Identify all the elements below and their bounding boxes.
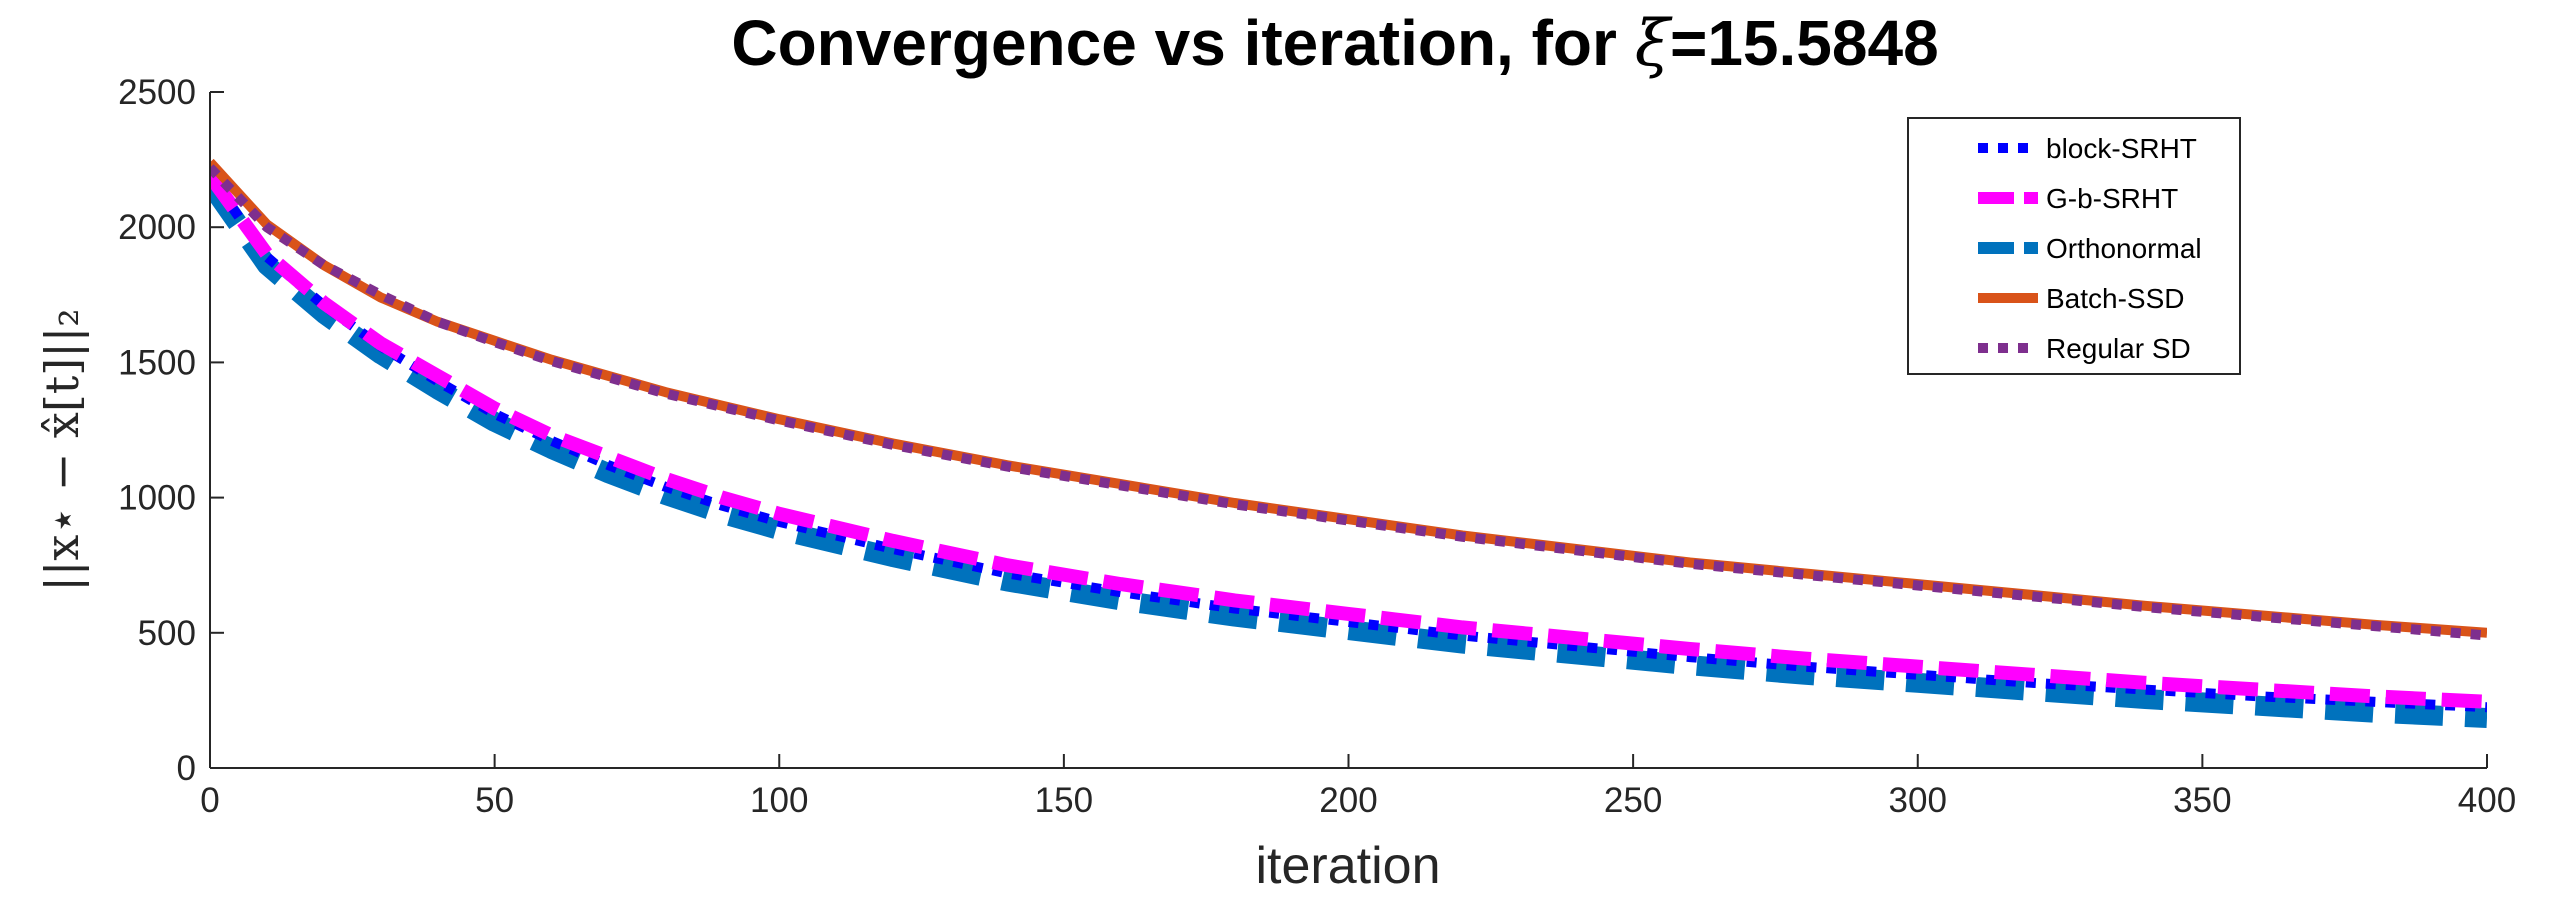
chart-title-suffix: =15.5848 [1670,7,1939,79]
legend-label-regular-sd: Regular SD [2046,333,2191,364]
axes: 0 50 100 150 200 250 300 350 400 0 500 1000 1500 2000… [118,73,2516,820]
x-tick-label: 100 [750,781,808,820]
x-tick-label: 250 [1604,781,1662,820]
x-tick-label: 150 [1035,781,1093,820]
x-tick-label: 50 [475,781,514,820]
y-axis-label: ||x⋆ − x̂[t]||₂ [35,308,89,591]
series-lines [210,158,2487,728]
y-tick-label: 2500 [118,73,196,112]
x-tick-label: 350 [2173,781,2231,820]
x-tick-label: 0 [200,781,219,820]
x-axis-label: iteration [1256,837,1441,895]
y-tick-label: 1500 [118,343,196,382]
chart-title-prefix: Convergence vs iteration, for [731,7,1634,79]
legend-label-batch-ssd: Batch-SSD [2046,283,2185,314]
series-line-g-b-srht [210,171,2487,709]
x-tick-label: 200 [1319,781,1377,820]
legend-label-block-srht: block-SRHT [2046,133,2197,164]
series-line-orthonormal [210,178,2487,728]
legend-label-orthonormal: Orthonormal [2046,233,2202,264]
legend-box [1907,117,2241,375]
legend: block-SRHT G-b-SRHT Orthonormal Batch-SSD Re… [1907,117,2241,375]
y-tick-label: 500 [138,614,196,653]
x-tick-label: 300 [1889,781,1947,820]
series-line-block-srht [210,172,2487,713]
plot-area [210,158,2487,728]
y-tick-label: 0 [177,749,196,788]
legend-label-g-b-srht: G-b-SRHT [2046,183,2178,214]
y-tick-label: 1000 [118,479,196,518]
chart-title-symbol: ξ [1635,7,1673,81]
y-tick-label: 2000 [118,208,196,247]
x-tick-label: 400 [2458,781,2516,820]
series-line-regular-sd [210,164,2487,641]
chart-title: Convergence vs iteration, for ξ=15.5848 [731,7,1938,81]
